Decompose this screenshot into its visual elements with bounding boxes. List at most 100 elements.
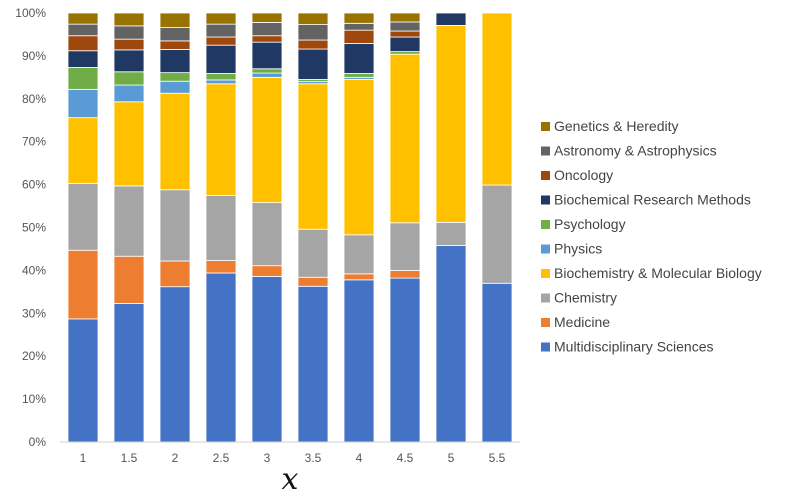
bar-segment bbox=[435, 25, 467, 223]
bar-segment bbox=[389, 222, 421, 271]
bar-segment bbox=[205, 36, 237, 46]
y-tick-label: 80% bbox=[22, 92, 46, 106]
bar-segment bbox=[343, 279, 375, 443]
bar-segment bbox=[481, 12, 513, 186]
bar-segment bbox=[389, 12, 421, 23]
y-tick-label: 30% bbox=[22, 306, 46, 320]
x-tick-label: 3.5 bbox=[305, 451, 322, 465]
bar-segment bbox=[159, 27, 191, 42]
legend-swatch bbox=[541, 318, 550, 327]
bar-segment bbox=[67, 249, 99, 320]
bar-segment bbox=[205, 260, 237, 274]
bar-column bbox=[159, 12, 191, 443]
legend-label: Genetics & Heredity bbox=[554, 118, 679, 134]
bar-segment bbox=[205, 79, 237, 85]
bar-segment bbox=[251, 22, 283, 37]
bar-segment bbox=[297, 285, 329, 443]
bar-column bbox=[67, 12, 99, 443]
legend-item: Biochemistry & Molecular Biology bbox=[541, 265, 762, 281]
bar-segment bbox=[251, 68, 283, 74]
bar-segment bbox=[389, 21, 421, 32]
bar-segment bbox=[251, 41, 283, 70]
bar-segment bbox=[113, 38, 145, 51]
bar-segment bbox=[67, 23, 99, 37]
y-tick-label: 0% bbox=[29, 435, 47, 449]
bar-segment bbox=[297, 83, 329, 230]
y-tick-label: 90% bbox=[22, 49, 46, 63]
bar-segment bbox=[159, 189, 191, 262]
bar-segment bbox=[251, 265, 283, 277]
x-tick-label: 2 bbox=[172, 451, 179, 465]
bar-column bbox=[205, 12, 237, 443]
legend-item: Physics bbox=[541, 241, 602, 257]
bar-segment bbox=[159, 72, 191, 82]
y-tick-label: 40% bbox=[22, 263, 46, 277]
bar-segment bbox=[297, 228, 329, 278]
legend-item: Chemistry bbox=[541, 290, 617, 306]
bar-segment bbox=[251, 35, 283, 43]
bar-segment bbox=[343, 73, 375, 78]
legend-swatch bbox=[541, 220, 550, 229]
y-tick-label: 50% bbox=[22, 221, 46, 235]
bar-segment bbox=[67, 12, 99, 25]
bar-segment bbox=[159, 80, 191, 94]
bar-segment bbox=[481, 282, 513, 443]
x-tick-label: 5 bbox=[448, 451, 455, 465]
bar-segment bbox=[113, 84, 145, 103]
bar-column bbox=[435, 12, 467, 443]
bar-segment bbox=[113, 25, 145, 40]
bar-segment bbox=[251, 72, 283, 78]
bars bbox=[67, 12, 513, 443]
legend-item: Multidisciplinary Sciences bbox=[541, 339, 714, 355]
y-tick-label: 10% bbox=[22, 392, 46, 406]
bar-segment bbox=[435, 12, 467, 26]
bar-segment bbox=[67, 35, 99, 52]
bar-segment bbox=[435, 221, 467, 246]
bar-segment bbox=[67, 117, 99, 184]
bar-segment bbox=[435, 245, 467, 443]
x-tick-label: 3 bbox=[264, 451, 271, 465]
x-tick-label: 1.5 bbox=[121, 451, 138, 465]
bar-segment bbox=[297, 48, 329, 80]
bar-segment bbox=[297, 12, 329, 25]
bar-segment bbox=[297, 276, 329, 287]
bar-segment bbox=[159, 49, 191, 74]
legend-item: Psychology bbox=[541, 216, 626, 232]
legend-item: Medicine bbox=[541, 314, 610, 330]
bar-segment bbox=[113, 255, 145, 304]
bar-segment bbox=[251, 276, 283, 443]
bar-segment bbox=[205, 12, 237, 25]
bar-segment bbox=[389, 30, 421, 38]
bar-segment bbox=[67, 50, 99, 68]
bar-column bbox=[343, 12, 375, 443]
legend-label: Psychology bbox=[554, 216, 626, 232]
bar-segment bbox=[159, 40, 191, 50]
bar-segment bbox=[205, 83, 237, 196]
bar-segment bbox=[113, 101, 145, 187]
legend-swatch bbox=[541, 171, 550, 180]
bar-segment bbox=[113, 303, 145, 443]
bar-segment bbox=[297, 39, 329, 50]
bar-segment bbox=[67, 88, 99, 119]
x-tick-label: 2.5 bbox=[213, 451, 230, 465]
legend-label: Chemistry bbox=[554, 290, 617, 306]
bar-segment bbox=[389, 277, 421, 443]
bar-segment bbox=[113, 12, 145, 27]
legend-swatch bbox=[541, 122, 550, 131]
y-axis-ticks: 0% 10% 20% 30% 40% 50% 60% 70% 80% 90% 100% bbox=[15, 6, 46, 449]
bar-segment bbox=[205, 73, 237, 81]
legend-swatch bbox=[541, 146, 550, 156]
bar-column bbox=[389, 12, 421, 443]
legend-item: Oncology bbox=[541, 167, 613, 183]
y-tick-label: 60% bbox=[22, 178, 46, 192]
legend-swatch bbox=[541, 269, 550, 278]
bar-segment bbox=[389, 269, 421, 279]
legend: Genetics & Heredity Astronomy & Astrophys… bbox=[541, 118, 762, 355]
bar-segment bbox=[343, 273, 375, 281]
bar-segment bbox=[343, 43, 375, 74]
bar-segment bbox=[343, 12, 375, 24]
bar-segment bbox=[343, 234, 375, 275]
bar-segment bbox=[159, 260, 191, 288]
bar-segment bbox=[67, 182, 99, 251]
